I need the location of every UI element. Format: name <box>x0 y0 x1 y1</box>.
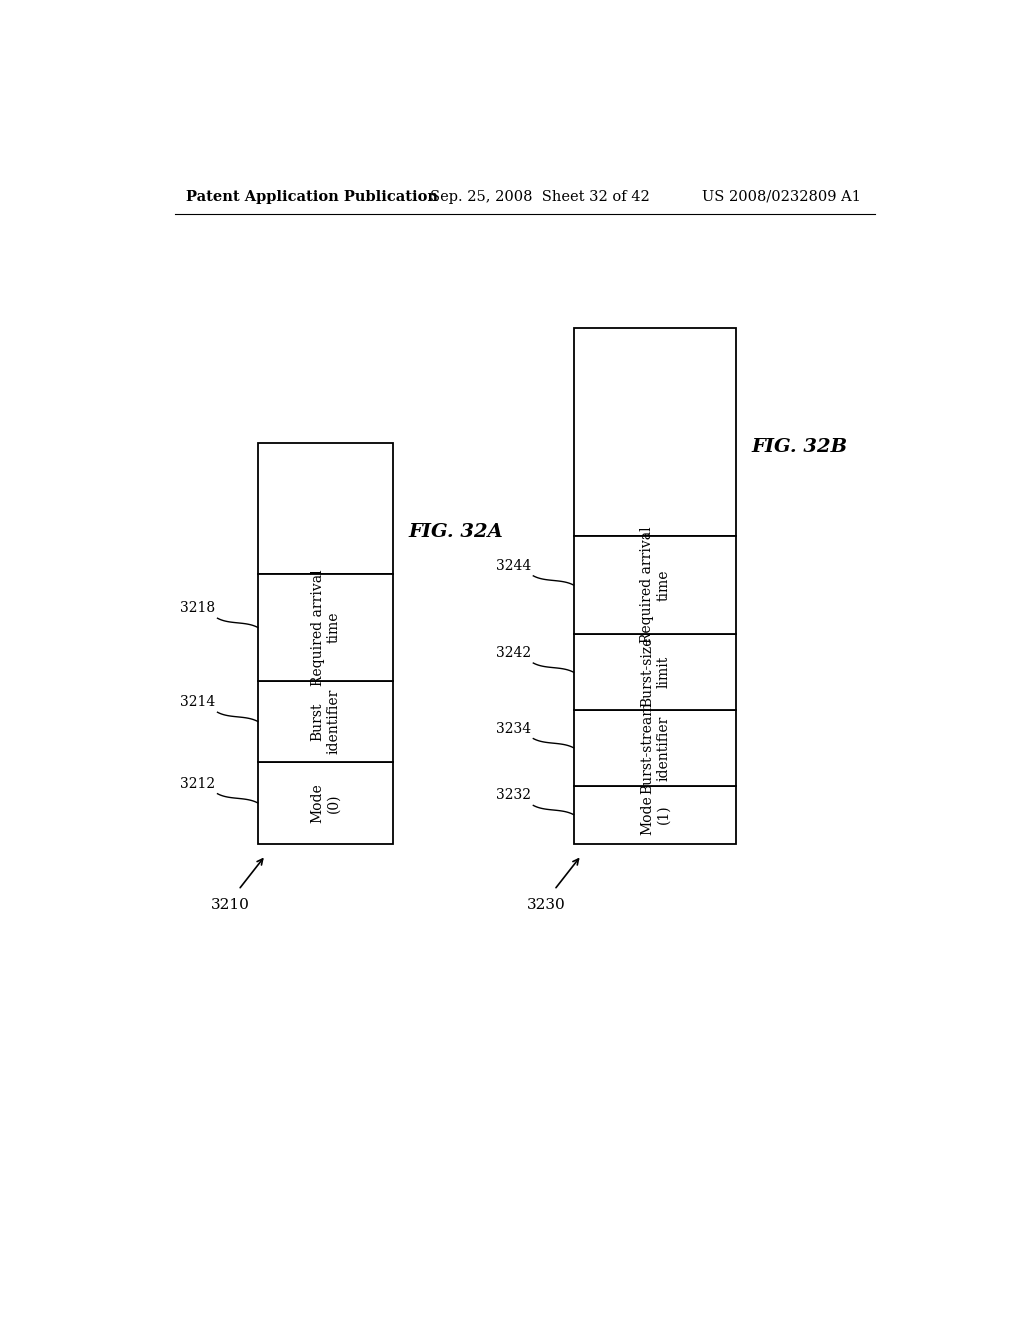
Text: 3212: 3212 <box>180 776 215 791</box>
Text: 3214: 3214 <box>180 696 215 709</box>
Text: Required arrival
time: Required arrival time <box>640 527 670 643</box>
Text: 3234: 3234 <box>496 722 531 735</box>
Text: Burst
identifier: Burst identifier <box>310 689 341 754</box>
Bar <box>573 785 736 843</box>
Text: FIG. 32A: FIG. 32A <box>409 523 504 541</box>
Text: 3244: 3244 <box>496 558 531 573</box>
Text: Burst-stream
identifier: Burst-stream identifier <box>640 701 670 795</box>
Text: FIG. 32B: FIG. 32B <box>752 438 848 457</box>
Bar <box>258 574 393 681</box>
Text: 3232: 3232 <box>496 788 531 803</box>
Text: Burst-size
limit: Burst-size limit <box>640 638 670 708</box>
Text: 3242: 3242 <box>496 645 531 660</box>
Text: Patent Application Publication: Patent Application Publication <box>186 190 438 203</box>
Bar <box>258 444 393 574</box>
Bar <box>258 762 393 843</box>
Text: 3230: 3230 <box>527 898 566 912</box>
Text: US 2008/0232809 A1: US 2008/0232809 A1 <box>701 190 860 203</box>
Text: Sep. 25, 2008  Sheet 32 of 42: Sep. 25, 2008 Sheet 32 of 42 <box>430 190 650 203</box>
Text: Mode
(0): Mode (0) <box>310 783 341 822</box>
Bar <box>258 681 393 762</box>
Text: 3218: 3218 <box>180 601 215 615</box>
Bar <box>573 327 736 536</box>
Text: Mode
(1): Mode (1) <box>640 795 670 834</box>
Bar <box>573 635 736 710</box>
Bar <box>573 710 736 785</box>
Text: 3210: 3210 <box>211 898 250 912</box>
Bar <box>573 536 736 635</box>
Text: Required arrival
time: Required arrival time <box>310 569 341 686</box>
